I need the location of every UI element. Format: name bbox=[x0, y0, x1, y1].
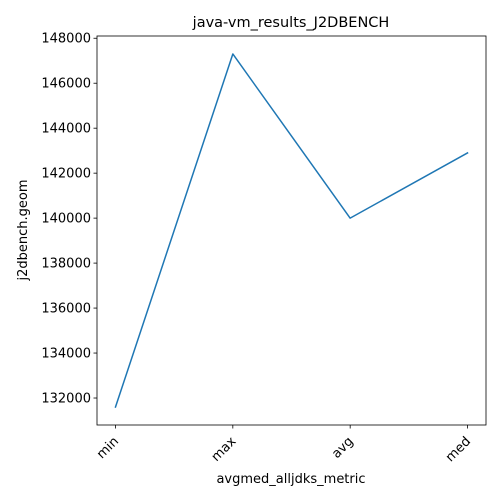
x-tick-label: med bbox=[443, 434, 474, 465]
plot-frame bbox=[96, 35, 487, 426]
y-tick-label: 142000 bbox=[41, 167, 91, 182]
y-tick-label: 144000 bbox=[41, 122, 91, 137]
plot-area bbox=[96, 35, 487, 426]
x-tick-label: min bbox=[94, 434, 122, 462]
series-line-0 bbox=[114, 53, 469, 408]
y-tick-label: 148000 bbox=[41, 32, 91, 47]
y-tick-label: 134000 bbox=[41, 347, 91, 362]
y-tick-label: 136000 bbox=[41, 302, 91, 317]
chart-title: java-vm_results_J2DBENCH bbox=[192, 15, 390, 31]
y-tick-label: 138000 bbox=[41, 257, 91, 272]
y-tick-label: 140000 bbox=[41, 212, 91, 227]
y-axis-label: j2dbench.geom bbox=[16, 179, 31, 281]
x-axis: min max avg med bbox=[94, 425, 474, 465]
x-tick-label: avg bbox=[329, 434, 357, 462]
x-axis-label: avgmed_alljdks_metric bbox=[216, 472, 365, 487]
y-axis: 132000 134000 136000 138000 140000 142000 1440… bbox=[41, 32, 97, 407]
y-tick-label: 132000 bbox=[41, 392, 91, 407]
y-tick-label: 146000 bbox=[41, 77, 91, 92]
x-tick-label: max bbox=[209, 434, 240, 465]
